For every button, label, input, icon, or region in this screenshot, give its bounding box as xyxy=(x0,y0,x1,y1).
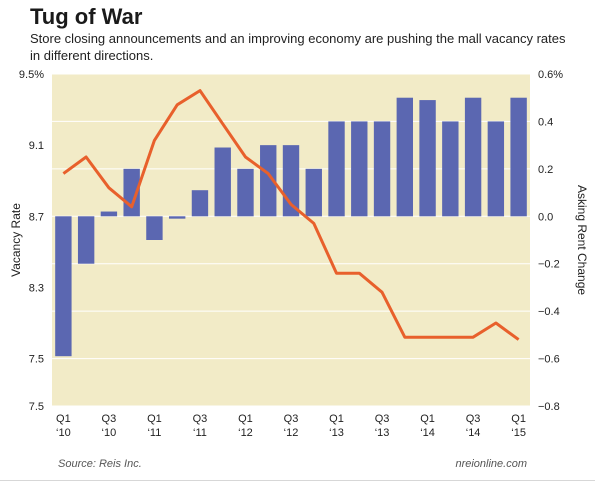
vacancy-bar xyxy=(260,145,277,217)
x-tick-label: Q1 xyxy=(511,413,526,425)
x-tick-label: Q3 xyxy=(375,413,390,425)
vacancy-bar xyxy=(191,190,209,217)
x-tick-label: Q3 xyxy=(102,413,117,425)
x-tick-label: ‘12 xyxy=(238,427,253,439)
source-note: Source: Reis Inc. xyxy=(58,458,142,470)
vacancy-bar xyxy=(214,147,231,217)
x-tick-label: ‘13 xyxy=(329,427,344,439)
bottom-divider xyxy=(0,480,595,481)
line-series xyxy=(62,89,520,341)
x-tick-label: ‘13 xyxy=(375,427,390,439)
vacancy-bar xyxy=(328,121,345,217)
x-tick-label: ‘11 xyxy=(193,427,207,439)
vacancy-bar xyxy=(146,216,163,240)
y-left-axis-label: Vacancy Rate xyxy=(9,203,23,277)
chart: 9.5% 9.1 8.7 8.3 7.5 7.5 0.6% 0.4 0.2 0.0 −0.2 −0.… xyxy=(9,69,589,439)
vacancy-bar xyxy=(373,121,391,217)
x-tick-label: Q1 xyxy=(329,413,344,425)
y-left-ticks: 9.5% 9.1 8.7 8.3 7.5 7.5 xyxy=(19,69,44,413)
y-left-tick-label: 7.5 xyxy=(29,354,44,366)
y-left-tick-label: 8.7 xyxy=(29,211,44,223)
bar-series xyxy=(55,97,527,357)
x-tick-label: Q1 xyxy=(147,413,162,425)
vacancy-bar xyxy=(442,121,459,217)
y-right-tick-label: −0.8 xyxy=(538,401,560,413)
y-right-tick-label: 0.0 xyxy=(538,211,553,223)
x-tick-label: ‘10 xyxy=(56,427,71,439)
vacancy-bar xyxy=(305,168,322,217)
x-tick-label: ‘10 xyxy=(102,427,117,439)
chart-subtitle: Store closing announcements and an impro… xyxy=(30,31,566,63)
site-credit: nreionline.com xyxy=(455,458,527,470)
y-left-tick-label: 9.5% xyxy=(19,69,44,81)
rent-change-line xyxy=(62,89,520,341)
y-right-axis-label: Asking Rent Change xyxy=(575,185,589,295)
vacancy-bar xyxy=(100,211,118,217)
x-tick-label: ‘14 xyxy=(420,427,435,439)
vacancy-bar xyxy=(77,216,95,264)
vacancy-bar xyxy=(419,100,436,217)
y-right-tick-label: 0.6% xyxy=(538,69,563,81)
y-right-tick-label: −0.2 xyxy=(538,259,560,271)
x-tick-label: Q3 xyxy=(193,413,208,425)
vacancy-bar xyxy=(396,97,414,217)
x-tick-label: Q1 xyxy=(420,413,435,425)
y-right-tick-label: −0.4 xyxy=(538,306,560,318)
x-tick-label: ‘14 xyxy=(466,427,481,439)
x-tick-label: Q3 xyxy=(466,413,481,425)
y-right-tick-label: −0.6 xyxy=(538,354,560,366)
x-ticks: Q1 ‘10 Q3 ‘10 Q1 ‘11 Q3 ‘11 Q1 ‘12 Q3 ‘12 Q1 ‘13 Q3 ‘13… xyxy=(56,413,526,439)
y-right-tick-label: 0.2 xyxy=(538,164,553,176)
vacancy-bar xyxy=(464,97,482,217)
x-tick-label: Q1 xyxy=(56,413,71,425)
vacancy-bar xyxy=(487,121,505,217)
y-left-tick-label: 9.1 xyxy=(29,140,44,152)
y-right-ticks: 0.6% 0.4 0.2 0.0 −0.2 −0.4 −0.6 −0.8 xyxy=(538,69,563,413)
vacancy-bar xyxy=(237,168,254,217)
x-tick-label: ‘15 xyxy=(511,427,526,439)
vacancy-bar xyxy=(168,216,186,219)
x-tick-label: Q3 xyxy=(284,413,299,425)
x-tick-label: Q1 xyxy=(238,413,253,425)
x-tick-label: ‘12 xyxy=(284,427,299,439)
y-right-tick-label: 0.4 xyxy=(538,116,553,128)
x-tick-label: ‘11 xyxy=(147,427,161,439)
y-left-tick-label: 7.5 xyxy=(29,401,44,413)
vacancy-bar xyxy=(351,121,368,217)
vacancy-bar xyxy=(510,97,527,217)
y-left-tick-label: 8.3 xyxy=(29,282,44,294)
vacancy-bar xyxy=(55,216,72,357)
chart-title: Tug of War xyxy=(30,4,143,29)
